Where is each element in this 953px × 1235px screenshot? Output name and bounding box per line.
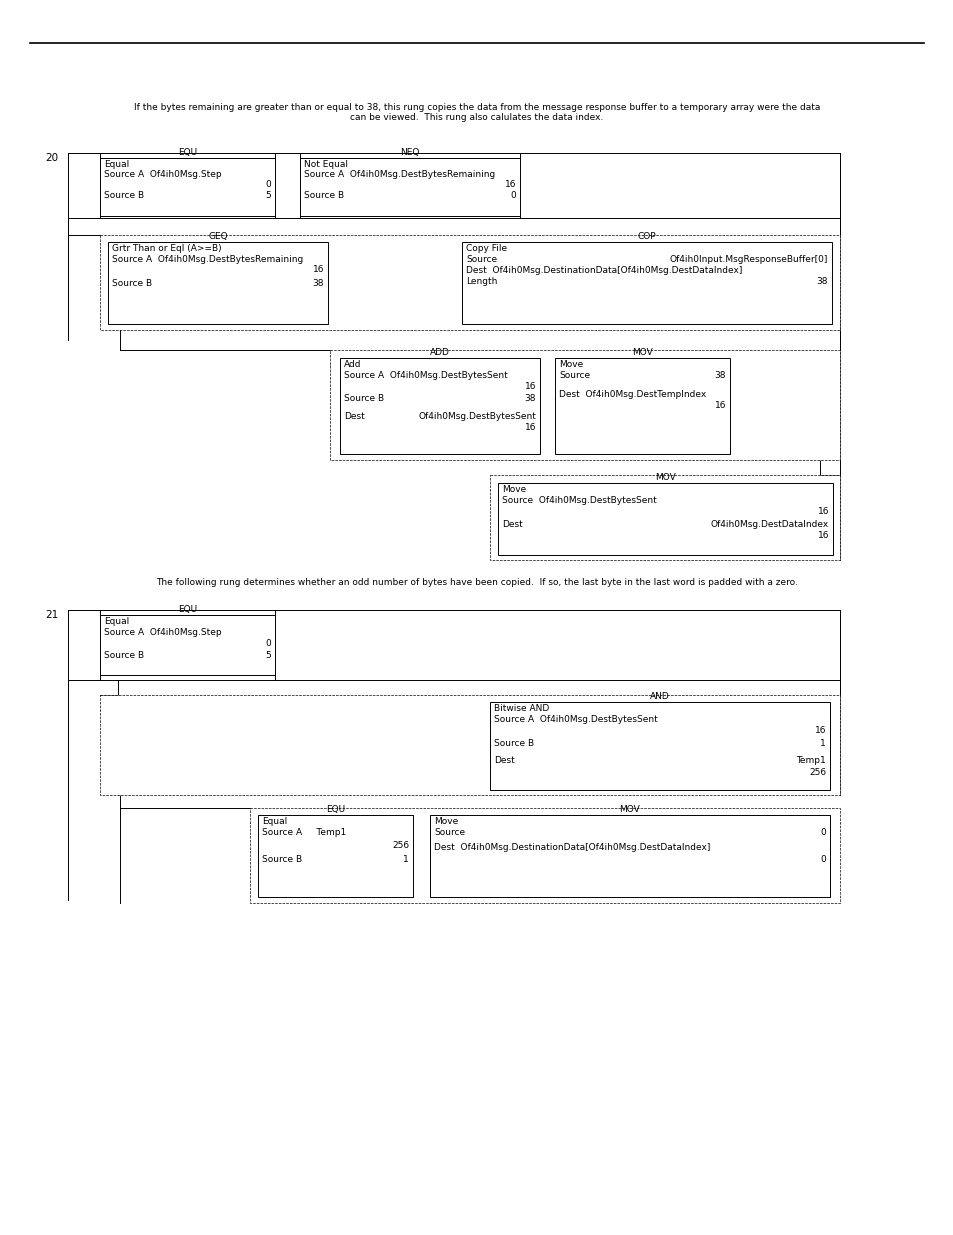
- Text: Source B: Source B: [104, 651, 144, 659]
- Text: 256: 256: [392, 841, 409, 850]
- Text: Source A  Of4ih0Msg.Step: Source A Of4ih0Msg.Step: [104, 629, 221, 637]
- Text: Dest: Dest: [501, 520, 522, 529]
- Text: 5: 5: [265, 651, 271, 659]
- Bar: [250, 808, 840, 903]
- Text: Move: Move: [434, 818, 457, 826]
- Text: Source A     Temp1: Source A Temp1: [262, 827, 346, 837]
- Text: 0: 0: [265, 638, 271, 648]
- Text: 16: 16: [817, 531, 828, 540]
- Text: ADD: ADD: [430, 348, 450, 357]
- Text: Source A  Of4ih0Msg.DestBytesRemaining: Source A Of4ih0Msg.DestBytesRemaining: [304, 170, 495, 179]
- Bar: [497, 483, 832, 555]
- Text: 16: 16: [524, 382, 536, 391]
- Bar: [299, 158, 519, 216]
- Text: 21: 21: [46, 610, 58, 620]
- Text: 16: 16: [814, 726, 825, 735]
- Text: Dest: Dest: [344, 412, 364, 421]
- Text: 1: 1: [820, 739, 825, 748]
- Text: Equal: Equal: [104, 161, 129, 169]
- Bar: [430, 815, 829, 897]
- Text: GEQ: GEQ: [208, 232, 228, 241]
- Bar: [257, 815, 413, 897]
- Text: Dest  Of4ih0Msg.DestinationData[Of4ih0Msg.DestDataIndex]: Dest Of4ih0Msg.DestinationData[Of4ih0Msg…: [434, 844, 710, 852]
- Bar: [100, 695, 840, 795]
- Bar: [461, 242, 831, 324]
- Text: Bitwise AND: Bitwise AND: [494, 704, 549, 713]
- Text: Add: Add: [344, 359, 361, 369]
- Text: Equal: Equal: [104, 618, 129, 626]
- Text: EQU: EQU: [178, 605, 197, 614]
- Bar: [100, 158, 274, 216]
- Text: Source B: Source B: [304, 191, 344, 200]
- Text: Source A  Of4ih0Msg.DestBytesSent: Source A Of4ih0Msg.DestBytesSent: [344, 370, 507, 380]
- Bar: [100, 235, 840, 330]
- Text: 16: 16: [714, 401, 725, 410]
- Text: 1: 1: [403, 855, 409, 864]
- Text: Source: Source: [465, 254, 497, 264]
- Text: 20: 20: [46, 153, 58, 163]
- Text: Not Equal: Not Equal: [304, 161, 348, 169]
- Text: Source A  Of4ih0Msg.DestBytesSent: Source A Of4ih0Msg.DestBytesSent: [494, 715, 657, 724]
- Text: MOV: MOV: [632, 348, 652, 357]
- Text: The following rung determines whether an odd number of bytes have been copied.  : The following rung determines whether an…: [156, 578, 797, 587]
- Text: NEQ: NEQ: [400, 148, 419, 157]
- Text: Dest  Of4ih0Msg.DestTempIndex: Dest Of4ih0Msg.DestTempIndex: [558, 390, 705, 399]
- Text: AND: AND: [649, 692, 669, 701]
- Text: If the bytes remaining are greater than or equal to 38, this rung copies the dat: If the bytes remaining are greater than …: [133, 103, 820, 112]
- Bar: [339, 358, 539, 454]
- Text: 16: 16: [504, 180, 516, 189]
- Bar: [100, 615, 274, 676]
- Text: Move: Move: [558, 359, 582, 369]
- Text: Source B: Source B: [494, 739, 534, 748]
- Text: COP: COP: [637, 232, 656, 241]
- Text: Source  Of4ih0Msg.DestBytesSent: Source Of4ih0Msg.DestBytesSent: [501, 496, 656, 505]
- Text: Copy File: Copy File: [465, 245, 507, 253]
- Text: 16: 16: [313, 266, 324, 274]
- Text: Move: Move: [501, 485, 526, 494]
- Text: 0: 0: [820, 855, 825, 864]
- Text: EQU: EQU: [178, 148, 197, 157]
- Text: MOV: MOV: [619, 805, 639, 814]
- Text: Dest: Dest: [494, 756, 515, 764]
- Text: Of4ih0Msg.DestBytesSent: Of4ih0Msg.DestBytesSent: [417, 412, 536, 421]
- Text: Source B: Source B: [112, 279, 152, 288]
- Text: Source A  Of4ih0Msg.Step: Source A Of4ih0Msg.Step: [104, 170, 221, 179]
- Text: 38: 38: [816, 277, 827, 287]
- Text: 38: 38: [714, 370, 725, 380]
- Text: Source: Source: [434, 827, 465, 837]
- Text: EQU: EQU: [326, 805, 345, 814]
- Bar: [555, 358, 729, 454]
- Text: 0: 0: [820, 827, 825, 837]
- Text: Source B: Source B: [104, 191, 144, 200]
- Text: Of4ih0Msg.DestDataIndex: Of4ih0Msg.DestDataIndex: [710, 520, 828, 529]
- Text: Dest  Of4ih0Msg.DestinationData[Of4ih0Msg.DestDataIndex]: Dest Of4ih0Msg.DestinationData[Of4ih0Msg…: [465, 266, 741, 275]
- Text: 16: 16: [524, 424, 536, 432]
- Text: Grtr Than or Eql (A>=B): Grtr Than or Eql (A>=B): [112, 245, 221, 253]
- Text: Source B: Source B: [262, 855, 302, 864]
- Text: Source A  Of4ih0Msg.DestBytesRemaining: Source A Of4ih0Msg.DestBytesRemaining: [112, 254, 303, 264]
- Text: 256: 256: [808, 768, 825, 777]
- Text: 38: 38: [524, 394, 536, 403]
- Bar: [490, 475, 840, 559]
- Bar: [490, 701, 829, 790]
- Text: 16: 16: [817, 508, 828, 516]
- Bar: [108, 242, 328, 324]
- Text: 38: 38: [313, 279, 324, 288]
- Text: Equal: Equal: [262, 818, 287, 826]
- Text: 5: 5: [265, 191, 271, 200]
- Text: Length: Length: [465, 277, 497, 287]
- Text: Source: Source: [558, 370, 590, 380]
- Text: MOV: MOV: [655, 473, 675, 482]
- Text: Of4ih0Input.MsgResponseBuffer[0]: Of4ih0Input.MsgResponseBuffer[0]: [669, 254, 827, 264]
- Text: Temp1: Temp1: [796, 756, 825, 764]
- Text: Source B: Source B: [344, 394, 384, 403]
- Text: can be viewed.  This rung also calulates the data index.: can be viewed. This rung also calulates …: [350, 112, 603, 122]
- Text: 0: 0: [265, 180, 271, 189]
- Bar: [330, 350, 840, 459]
- Text: 0: 0: [510, 191, 516, 200]
